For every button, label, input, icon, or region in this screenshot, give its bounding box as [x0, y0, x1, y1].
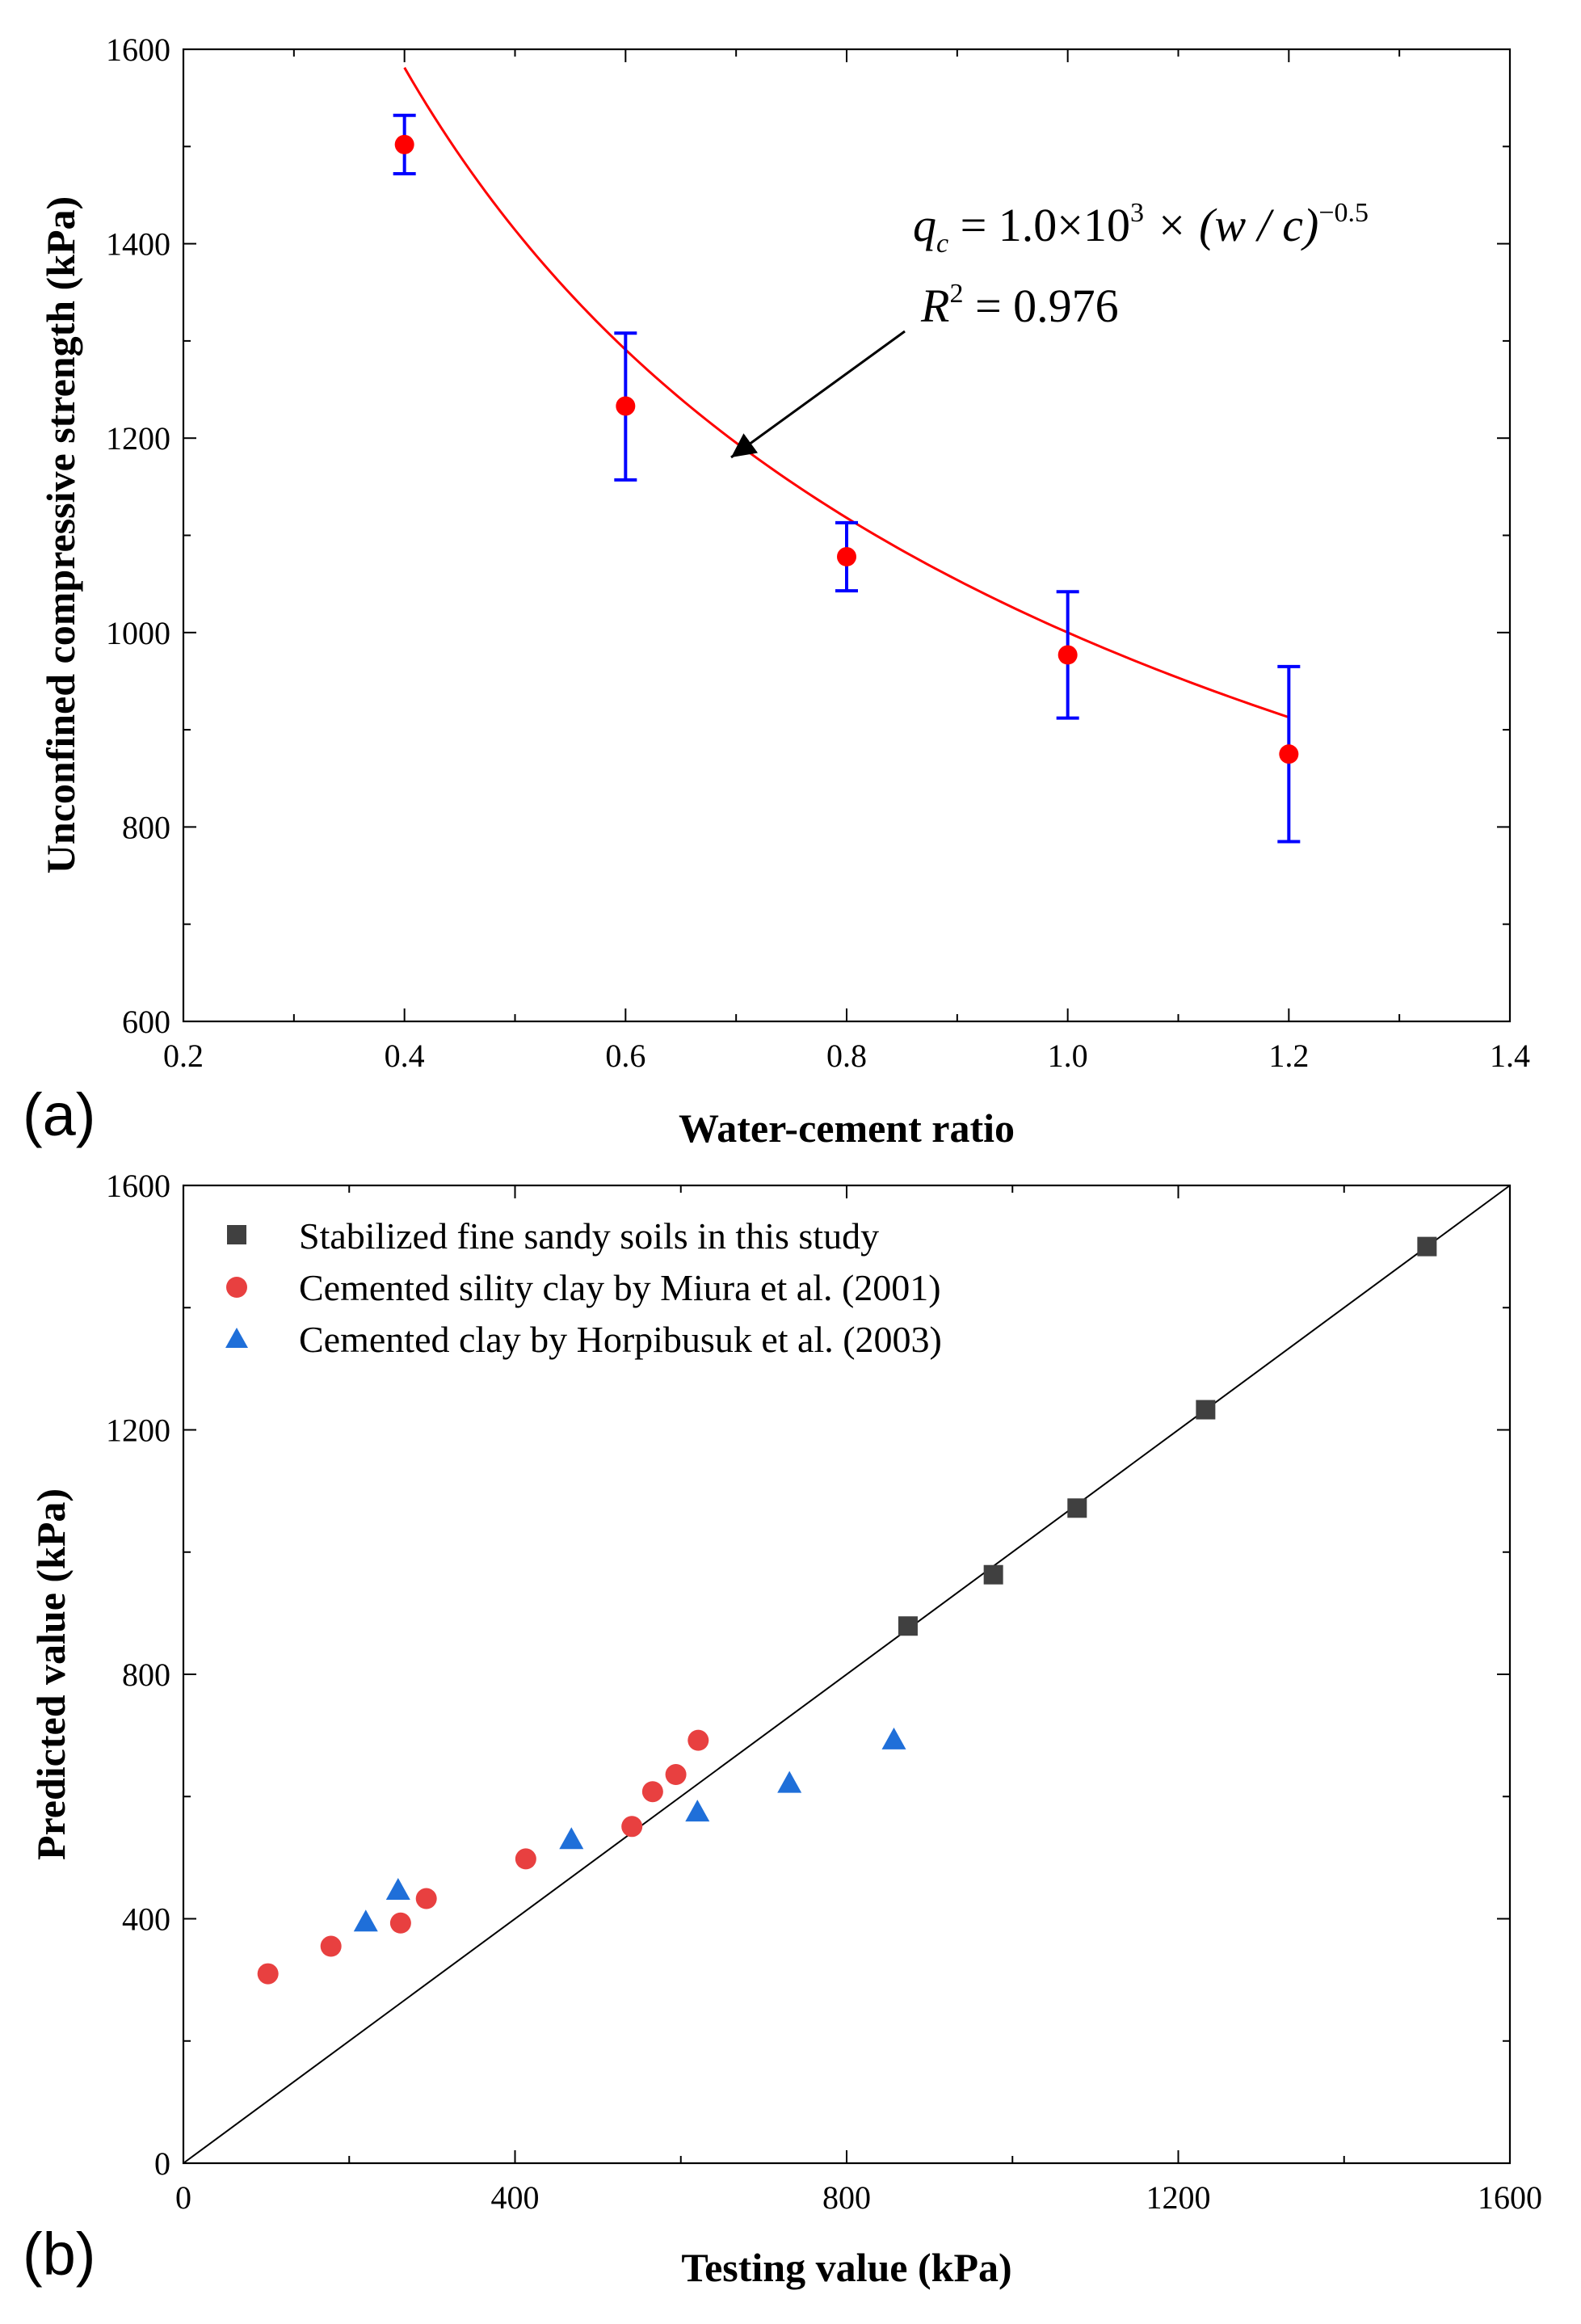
point-triangle	[685, 1800, 710, 1822]
point-square	[1196, 1400, 1216, 1420]
point-triangle	[777, 1770, 802, 1793]
data-point	[837, 546, 856, 566]
fit-equation: qc = 1.0×103 × (w / c)−0.5	[913, 198, 1369, 259]
x-tick-labels-b: 0 400 800 1200 1600	[175, 2179, 1542, 2216]
y-tick-label: 1600	[106, 1168, 170, 1204]
x-tick-label: 400	[491, 2179, 540, 2216]
panel-label-a: (a)	[23, 1081, 95, 1148]
chart-panel-a: 0.2 0.4 0.6 0.8 1.0 1.2 1.4 600 800 1000 1200 1400…	[23, 32, 1530, 1151]
point-triangle	[559, 1827, 584, 1850]
point-square	[983, 1564, 1003, 1585]
x-tick-label: 1200	[1146, 2179, 1211, 2216]
x-axis-title-a: Water-cement ratio	[679, 1105, 1015, 1151]
y-tick-label: 800	[122, 1657, 170, 1693]
point-square	[1067, 1498, 1087, 1518]
y-tick-label: 600	[122, 1004, 170, 1040]
x-tick-label: 1.4	[1490, 1038, 1530, 1074]
x-axis-title-b: Testing value (kPa)	[681, 2245, 1011, 2290]
x-tick-label: 1.2	[1268, 1038, 1309, 1074]
data-points-b	[257, 1236, 1437, 1985]
x-tick-label: 800	[822, 2179, 871, 2216]
data-point	[394, 134, 414, 154]
point-square	[898, 1616, 918, 1636]
data-point	[1279, 744, 1299, 764]
point-circle	[415, 1888, 437, 1909]
point-square	[1417, 1236, 1437, 1257]
y-tick-label: 400	[122, 1901, 170, 1938]
y-tick-label: 1400	[106, 226, 170, 263]
x-tick-label: 0.6	[605, 1038, 645, 1074]
panel-label-b: (b)	[23, 2221, 95, 2288]
y-tick-label: 1600	[106, 32, 170, 68]
point-triangle	[385, 1877, 410, 1900]
point-circle	[257, 1963, 279, 1985]
y-axis-title-a: Unconfined compressive strength (kPa)	[38, 196, 83, 874]
annotation-arrow	[730, 330, 906, 459]
y-tick-labels-b: 0 400 800 1200 1600	[106, 1168, 170, 2182]
y-tick-label: 1200	[106, 420, 170, 457]
point-circle	[665, 1764, 687, 1786]
reference-line-y-equals-x	[183, 1185, 1511, 2164]
point-triangle	[353, 1909, 378, 1932]
point-triangle	[881, 1727, 906, 1749]
power-fit-curve	[403, 66, 1289, 719]
y-tick-label: 800	[122, 809, 170, 845]
point-circle	[641, 1781, 663, 1803]
legend-label-series-3: Cemented clay by Horpibusuk et al. (2003…	[299, 1319, 942, 1360]
legend: Stabilized fine sandy soils in this stud…	[225, 1215, 942, 1360]
x-tick-label: 1.0	[1048, 1038, 1088, 1074]
data-points-a	[394, 134, 1299, 764]
chart-panel-b: 0 400 800 1200 1600 0 400 800 1200 1600 Stabiliz…	[23, 1168, 1542, 2290]
legend-marker-circle	[226, 1277, 247, 1298]
data-point	[616, 396, 636, 416]
tick-marks-a	[183, 48, 1511, 1022]
r-squared-label: R2 = 0.976	[920, 279, 1119, 332]
y-tick-label: 0	[154, 2145, 170, 2182]
y-axis-title-b: Predicted value (kPa)	[28, 1488, 74, 1860]
x-tick-labels-a: 0.2 0.4 0.6 0.8 1.0 1.2 1.4	[163, 1038, 1530, 1074]
legend-marker-square	[227, 1225, 246, 1244]
x-tick-label: 0.2	[163, 1038, 204, 1074]
x-tick-label: 1600	[1478, 2179, 1542, 2216]
point-circle	[621, 1816, 643, 1838]
y-tick-label: 1200	[106, 1413, 170, 1449]
point-circle	[389, 1912, 411, 1934]
tick-marks-b	[183, 1185, 1511, 2164]
y-tick-labels-a: 600 800 1000 1200 1400 1600	[106, 32, 170, 1040]
y-tick-label: 1000	[106, 615, 170, 651]
data-point	[1058, 645, 1078, 665]
point-circle	[687, 1729, 709, 1751]
legend-label-series-2: Cemented sility clay by Miura et al. (20…	[299, 1267, 941, 1308]
x-tick-label: 0.4	[385, 1038, 425, 1074]
point-circle	[515, 1848, 536, 1870]
x-tick-label: 0	[175, 2179, 191, 2216]
legend-marker-triangle	[225, 1328, 248, 1348]
legend-label-series-1: Stabilized fine sandy soils in this stud…	[299, 1215, 879, 1257]
point-circle	[320, 1935, 342, 1957]
x-tick-label: 0.8	[826, 1038, 867, 1074]
